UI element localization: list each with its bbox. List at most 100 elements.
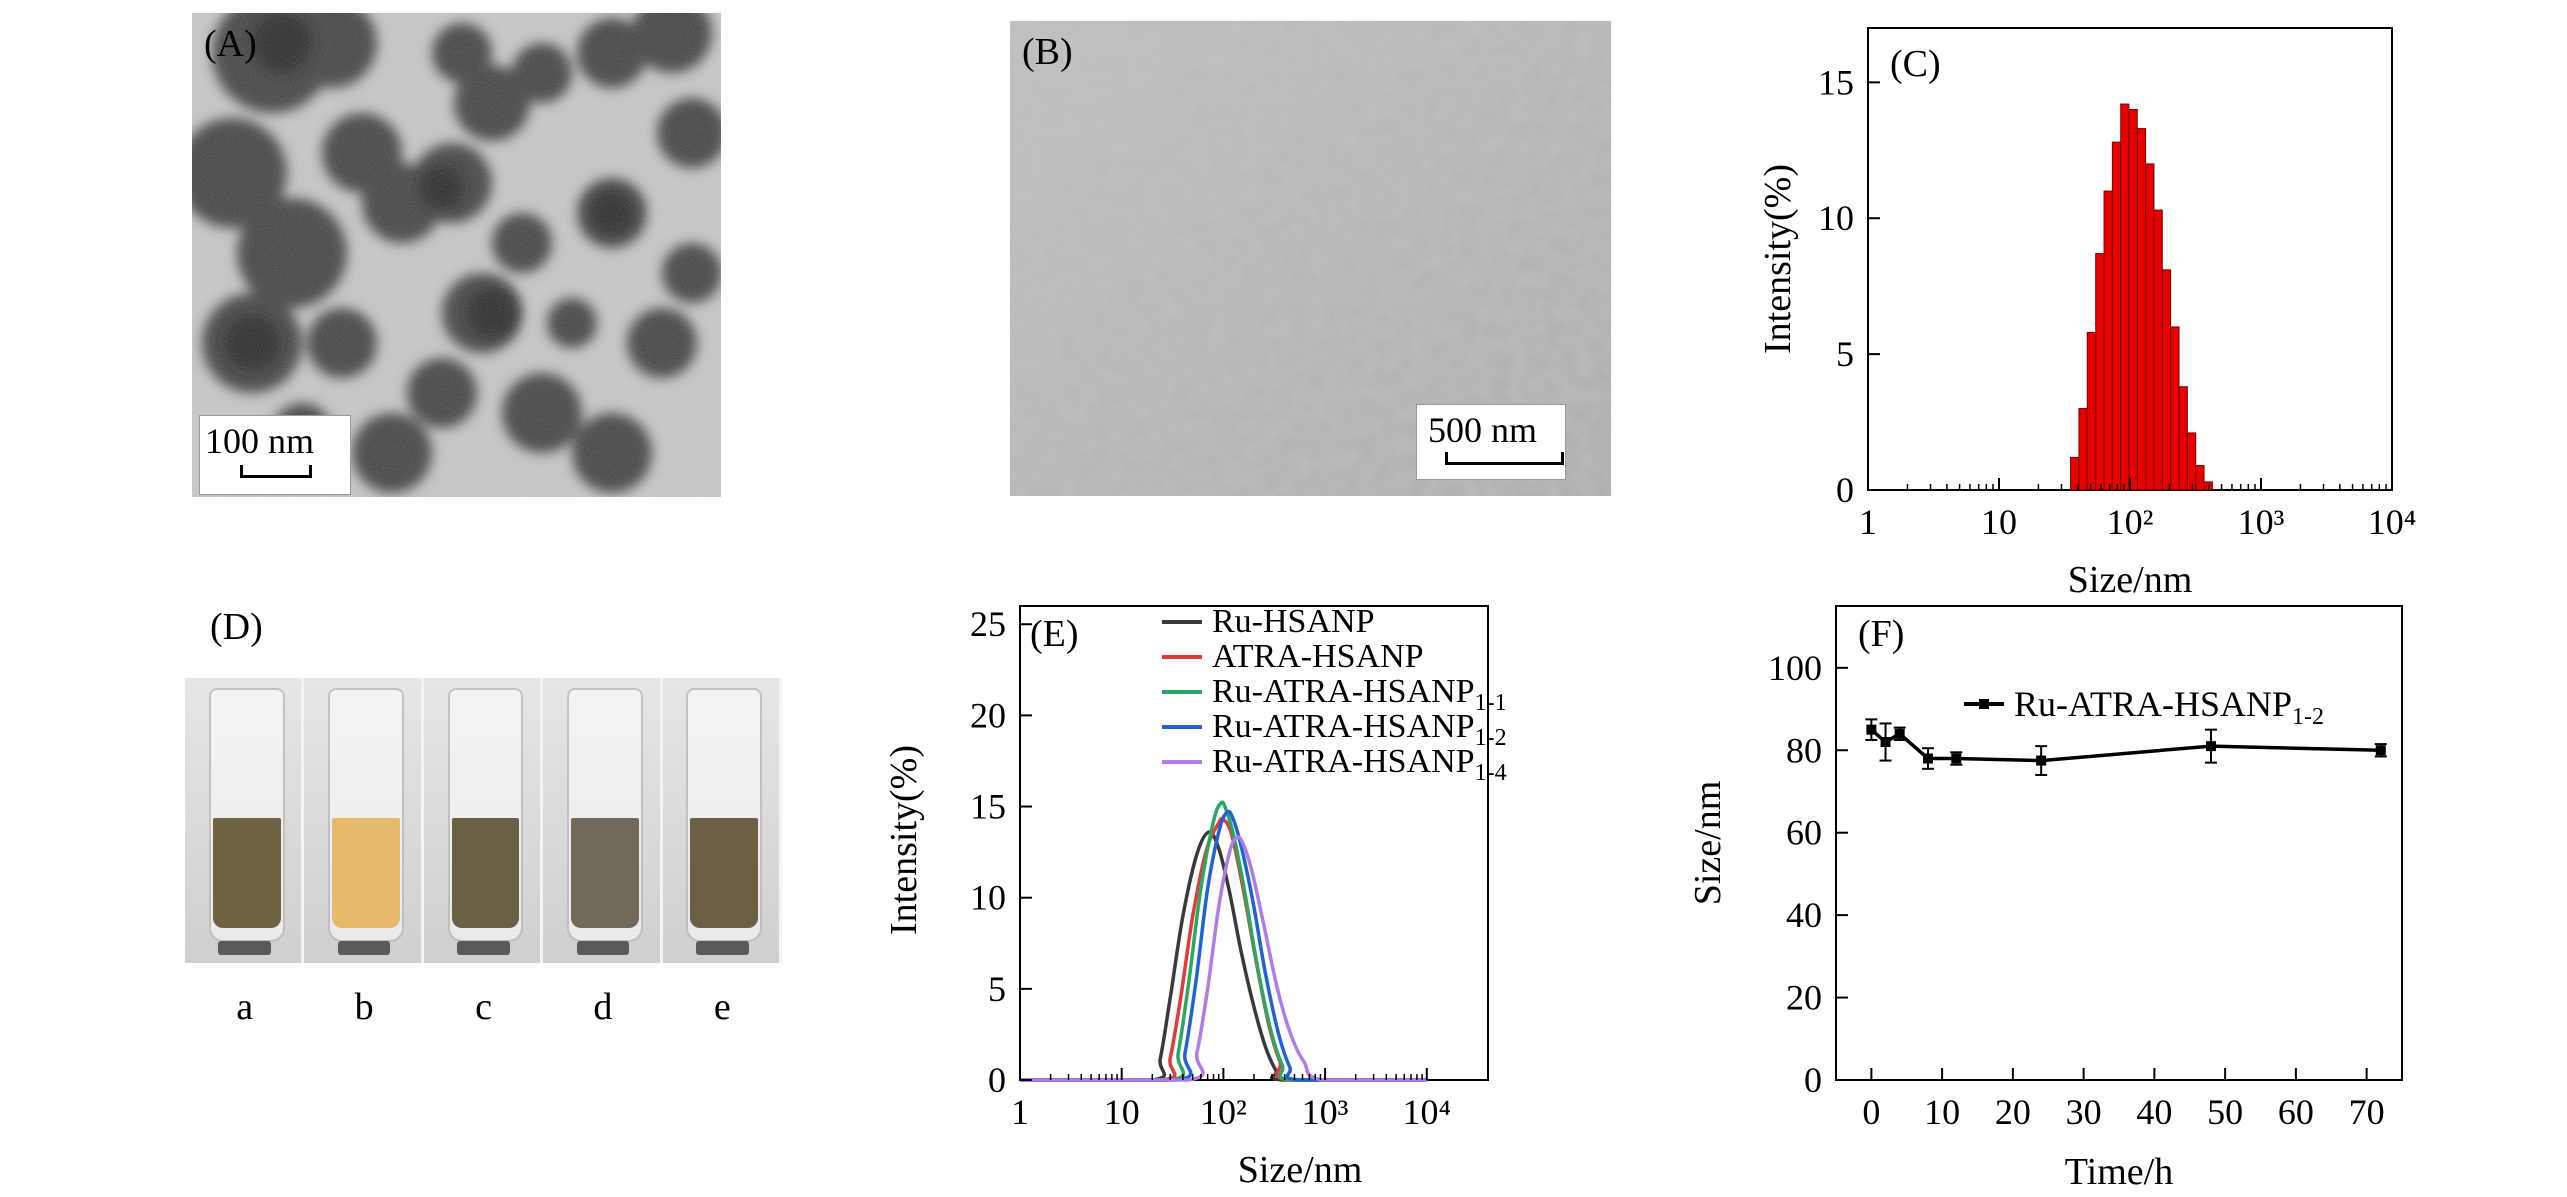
chart-e-ytick-label: 10	[970, 878, 1006, 918]
vial	[662, 678, 782, 963]
chart-c-bar	[2187, 432, 2197, 491]
chart-c-bar	[2178, 386, 2188, 491]
chart-f-ylabel: Size/nm	[1687, 781, 1729, 906]
vial	[543, 678, 663, 963]
scalebar-b-line	[1446, 462, 1564, 465]
vial	[423, 678, 544, 963]
scalebar-box-b	[1416, 404, 1566, 480]
chart-f-legend-subscript: 1-2	[2292, 704, 2324, 730]
chart-f-legend-name: Ru-ATRA-HSANP	[2014, 684, 2292, 724]
vial-label: c	[475, 986, 492, 1028]
chart-c-bar	[2103, 190, 2113, 491]
chart-f-point	[1880, 737, 1891, 748]
chart-e-ytick-label: 5	[988, 969, 1006, 1009]
chart-f-point	[2036, 755, 2047, 766]
chart-c-panel-label: (C)	[1890, 43, 1941, 85]
chart-f-xtick-label: 60	[2278, 1092, 2314, 1132]
chart-c-ytick-label: 10	[1818, 198, 1854, 238]
chart-c-xtick-label: 10⁴	[2368, 502, 2417, 542]
chart-f-ytick-label: 60	[1786, 813, 1822, 853]
chart-e-legend-label: ATRA-HSANP	[1212, 638, 1424, 675]
chart-e-legend-name: Ru-ATRA-HSANP	[1212, 708, 1475, 745]
chart-e-legend-label: Ru-HSANP	[1212, 603, 1374, 640]
vial-liquid	[332, 818, 400, 928]
scalebar-a-tick-right	[309, 465, 312, 478]
vial-label: d	[593, 986, 613, 1028]
chart-c-bar	[2128, 109, 2138, 491]
chart-e-series-line	[1020, 830, 1427, 1082]
vial-cap-base	[576, 941, 630, 955]
chart-c-bar	[2111, 141, 2122, 491]
vial-tube	[328, 688, 404, 942]
vial-liquid	[571, 818, 639, 928]
panel-f: (F) 0 10 20 30 40 50 60 70 0 20 40 60 80 100 Ru-ATRA-…	[1680, 590, 2460, 1193]
scalebar-b-tick-left	[1445, 452, 1448, 465]
panel-c: (C) 1 10 10² 10³ 10⁴ 0 5 10 15 Size/nm Intensity…	[1700, 0, 2460, 610]
chart-f-xtick-label: 20	[1995, 1092, 2031, 1132]
panel-a-label: (A)	[204, 23, 257, 65]
chart-f-point	[1951, 753, 1962, 764]
chart-f-point	[1894, 728, 1905, 739]
chart-c-xtick-label: 1	[1859, 502, 1877, 542]
vial-cap-base	[337, 941, 391, 955]
chart-f-xtick-label: 30	[2066, 1092, 2102, 1132]
chart-f-series-line	[1870, 728, 2381, 763]
scalebar-a-text: 100 nm	[205, 421, 315, 461]
chart-c-xtick-label: 10²	[2107, 502, 2154, 542]
scalebar-box-a	[199, 415, 351, 495]
chart-c-bar	[2086, 331, 2096, 491]
chart-f-legend-marker	[1979, 699, 1989, 709]
chart-f-frame	[1835, 605, 2403, 1081]
vial-photo	[185, 678, 782, 963]
panel-d-label: (D)	[210, 606, 263, 648]
chart-f: (F) 0 10 20 30 40 50 60 70 0 20 40 60 80 100 Ru-ATRA-…	[1687, 605, 2403, 1193]
chart-e-legend-label: Ru-ATRA-HSANP1-1	[1212, 673, 1507, 716]
chart-f-xtick-label: 70	[2349, 1092, 2385, 1132]
vial-liquid	[690, 818, 759, 928]
vial-label: e	[713, 986, 731, 1028]
vial-liquid	[451, 818, 520, 928]
chart-e-ylabel: Intensity(%)	[883, 745, 925, 935]
panel-b-label: (B)	[1022, 31, 1073, 73]
chart-e-legend-name: ATRA-HSANP	[1212, 638, 1424, 675]
chart-f-ytick-label: 40	[1786, 895, 1822, 935]
chart-c: (C) 1 10 10² 10³ 10⁴ 0 5 10 15 Size/nm Intensity…	[1757, 27, 2417, 601]
chart-f-legend-label: Ru-ATRA-HSANP1-2	[2014, 684, 2324, 730]
scalebar-b-text: 500 nm	[1428, 410, 1538, 450]
chart-c-bar	[2195, 465, 2205, 491]
vial-cap-base	[696, 941, 749, 955]
vial-tube	[686, 688, 763, 942]
vial-cap-base	[218, 941, 271, 955]
chart-e-xtick-label: 10²	[1200, 1092, 1247, 1132]
chart-e-legend-label: Ru-ATRA-HSANP1-4	[1212, 743, 1507, 786]
chart-e-legend-subscript: 1-4	[1475, 760, 1507, 786]
chart-e-xlabel: Size/nm	[1238, 1149, 1363, 1191]
chart-f-ytick-label: 100	[1768, 648, 1822, 688]
vial	[185, 678, 305, 963]
chart-c-ylabel: Intensity(%)	[1757, 164, 1799, 354]
vial-tube	[208, 688, 285, 942]
vial-tube	[447, 688, 524, 942]
chart-f-point	[2205, 741, 2216, 752]
chart-e: (E) 1 10 10² 10³ 10⁴ 0 5 10 15 20 25 Ru-HSANPATRA-…	[883, 603, 1507, 1191]
chart-f-xtick-label: 10	[1924, 1092, 1960, 1132]
chart-e-ytick-label: 25	[970, 604, 1006, 644]
chart-f-ytick-label: 0	[1804, 1060, 1822, 1100]
chart-c-xtick-label: 10	[1981, 502, 2017, 542]
chart-e-xtick-label: 10⁴	[1402, 1092, 1451, 1132]
chart-c-ytick-label: 0	[1836, 470, 1854, 510]
chart-e-series-line	[1020, 835, 1427, 1082]
chart-c-xlabel: Size/nm	[2068, 559, 2193, 601]
chart-f-xtick-label: 50	[2207, 1092, 2243, 1132]
chart-e-xtick-label: 10³	[1302, 1092, 1349, 1132]
chart-c-bar	[2095, 253, 2105, 491]
chart-f-xtick-label: 0	[1862, 1092, 1880, 1132]
chart-e-xtick-label: 1	[1011, 1092, 1029, 1132]
chart-e-legend-name: Ru-ATRA-HSANP	[1212, 743, 1475, 780]
chart-e-legend-name: Ru-ATRA-HSANP	[1212, 673, 1475, 710]
chart-c-bar	[2161, 269, 2172, 491]
chart-c-ytick-label: 15	[1818, 62, 1854, 102]
chart-f-ytick-label: 80	[1786, 730, 1822, 770]
chart-c-bar	[2120, 103, 2130, 491]
chart-c-bar	[2145, 163, 2155, 491]
